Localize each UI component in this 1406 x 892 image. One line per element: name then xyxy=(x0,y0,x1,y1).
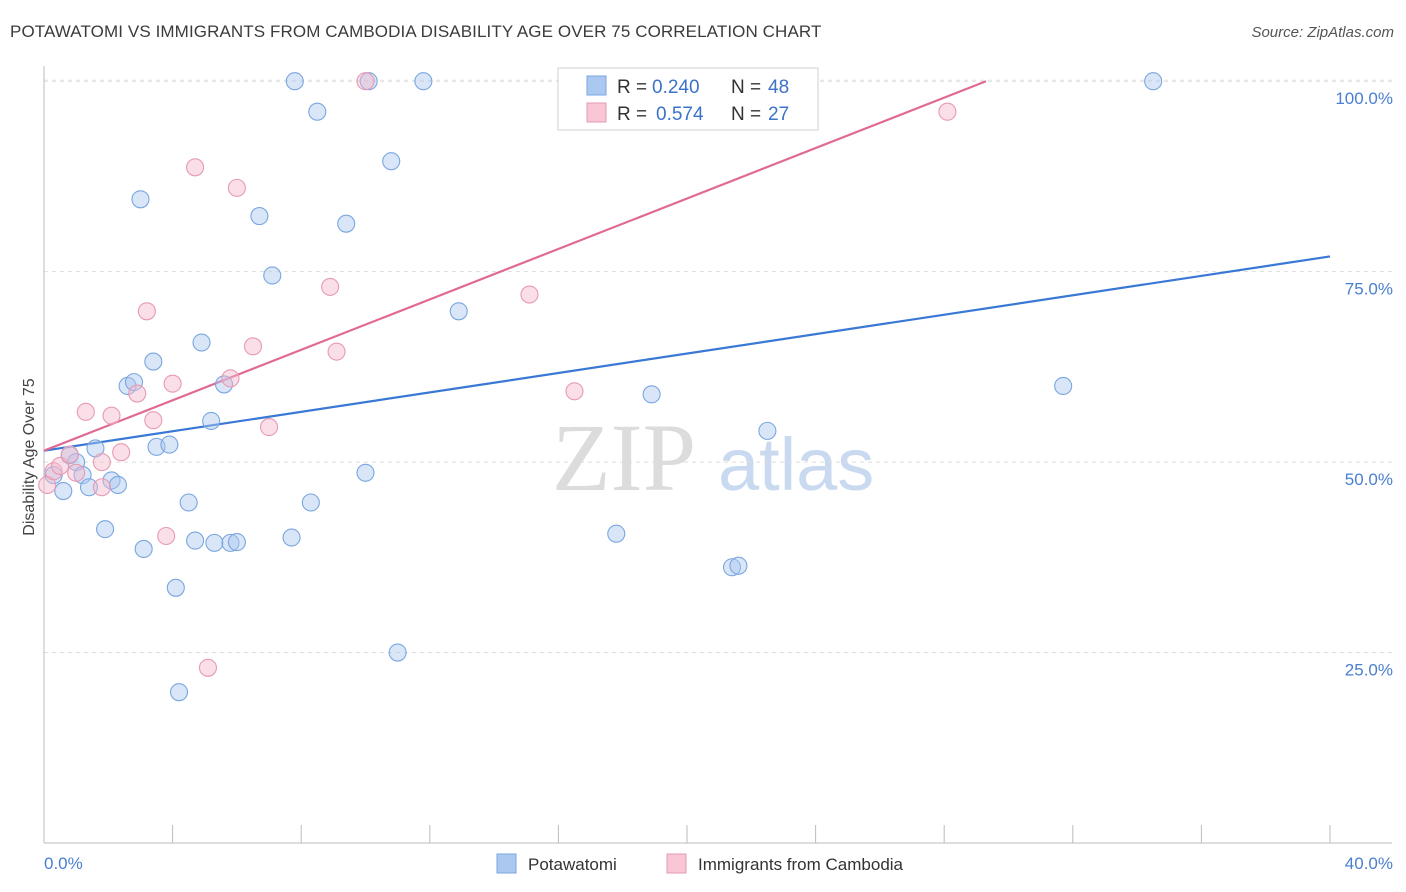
potawatomi-point xyxy=(449,302,468,321)
cambodia-point xyxy=(144,411,163,430)
legend-swatch-blue xyxy=(586,75,607,96)
chart-title: POTAWATOMI VS IMMIGRANTS FROM CAMBODIA D… xyxy=(10,22,822,41)
y-tick-label-75: 75.0% xyxy=(1345,280,1393,299)
potawatomi-point xyxy=(722,558,742,577)
cambodia-point xyxy=(938,102,957,121)
potawatomi-point xyxy=(282,528,301,547)
potawatomi-point xyxy=(134,539,153,559)
cambodia-point xyxy=(102,406,121,425)
cambodia-point xyxy=(157,526,176,546)
cambodia-point xyxy=(565,382,584,401)
cambodia-point xyxy=(137,302,156,321)
potawatomi-point xyxy=(285,72,304,91)
cambodia-point xyxy=(92,478,111,497)
potawatomi-point xyxy=(108,475,127,495)
potawatomi-point xyxy=(202,411,221,431)
potawatomi-point xyxy=(414,72,433,91)
legend-r-label-1: R = xyxy=(617,77,647,98)
potawatomi-point xyxy=(1054,376,1073,395)
potawatomi-point xyxy=(642,385,661,404)
cambodia-point xyxy=(259,418,279,437)
watermark-zip: ZIP xyxy=(552,404,696,511)
potawatomi-point xyxy=(186,531,205,550)
cambodia-point xyxy=(92,453,111,472)
legend-n-label-1: N = xyxy=(731,77,761,98)
legend-box: R = 0.240 N = 48 R = 0.574 N = 27 xyxy=(557,67,819,131)
data-points xyxy=(38,72,1163,702)
cambodia-point xyxy=(163,374,182,393)
potawatomi-point xyxy=(263,266,282,285)
potawatomi-point xyxy=(124,373,144,392)
axes xyxy=(43,66,1392,844)
legend-n-value-2: 27 xyxy=(768,104,789,125)
legend-r-value-2: 0.574 xyxy=(656,104,704,125)
potawatomi-point xyxy=(221,533,240,552)
potawatomi-point xyxy=(144,352,163,371)
y-tick-label-50: 50.0% xyxy=(1345,470,1393,489)
potawatomi-point xyxy=(96,520,115,539)
potawatomi-point xyxy=(160,435,179,454)
potawatomi-point xyxy=(1144,72,1163,91)
cambodia-point xyxy=(356,72,375,91)
y-tick-label-25: 25.0% xyxy=(1345,661,1393,680)
cambodia-point xyxy=(60,445,79,464)
tick-labels: 25.0% 50.0% 75.0% 100.0% 0.0% 40.0% xyxy=(44,89,1393,873)
watermark-atlas: atlas xyxy=(718,423,874,506)
potawatomi-point xyxy=(337,214,356,233)
potawatomi-point xyxy=(308,102,327,121)
cambodia-trend-line xyxy=(43,80,987,452)
cambodia-point xyxy=(112,443,131,462)
potawatomi-point xyxy=(131,190,150,209)
cambodia-point xyxy=(128,384,147,403)
potawatomi-point xyxy=(382,152,401,171)
cambodia-point xyxy=(520,285,539,304)
cambodia-point xyxy=(67,463,86,482)
potawatomi-point xyxy=(192,333,211,352)
potawatomi-point xyxy=(250,207,269,226)
grid-lines xyxy=(44,79,1392,654)
potawatomi-point xyxy=(169,683,189,702)
y-tick-label-100: 100.0% xyxy=(1335,89,1393,108)
x-tick-label-min: 0.0% xyxy=(44,854,83,873)
potawatomi-point xyxy=(79,478,99,497)
x-tick-label-max: 40.0% xyxy=(1345,854,1393,873)
potawatomi-point xyxy=(301,493,320,512)
potawatomi-point xyxy=(758,421,777,440)
potawatomi-point xyxy=(166,578,185,597)
trend-lines xyxy=(43,80,1331,452)
cambodia-point xyxy=(186,158,205,177)
chart-source: Source: ZipAtlas.com xyxy=(1251,24,1394,41)
cambodia-point xyxy=(227,178,246,197)
cambodia-point xyxy=(76,402,95,421)
legend-r-value-1: 0.240 xyxy=(652,77,700,98)
potawatomi-point xyxy=(54,482,73,501)
legend-n-label-2: N = xyxy=(731,104,761,125)
potawatomi-point xyxy=(729,556,748,575)
potawatomi-trend-line xyxy=(43,255,1331,452)
legend-n-value-1: 48 xyxy=(768,77,789,98)
potawatomi-point xyxy=(607,524,626,543)
bottom-legend-swatch-blue xyxy=(496,853,517,874)
legend-swatch-pink xyxy=(586,102,607,123)
cambodia-point xyxy=(243,337,263,356)
potawatomi-point xyxy=(179,493,198,512)
cambodia-point xyxy=(327,342,346,361)
potawatomi-point xyxy=(44,466,63,485)
potawatomi-point xyxy=(356,463,375,482)
bottom-legend-swatch-pink xyxy=(666,853,687,874)
potawatomi-point xyxy=(388,643,407,662)
potawatomi-point xyxy=(227,533,246,552)
cambodia-point xyxy=(321,277,340,296)
bottom-legend-label-1: Potawatomi xyxy=(528,855,617,874)
bottom-legend: Potawatomi Immigrants from Cambodia xyxy=(496,853,904,874)
y-axis-label: Disability Age Over 75 xyxy=(21,378,38,536)
cambodia-point xyxy=(221,369,240,388)
cambodia-point xyxy=(198,658,218,677)
bottom-legend-label-2: Immigrants from Cambodia xyxy=(698,855,904,874)
legend-r-label-2: R = xyxy=(617,104,647,125)
potawatomi-point xyxy=(102,471,121,490)
potawatomi-point xyxy=(205,533,224,552)
